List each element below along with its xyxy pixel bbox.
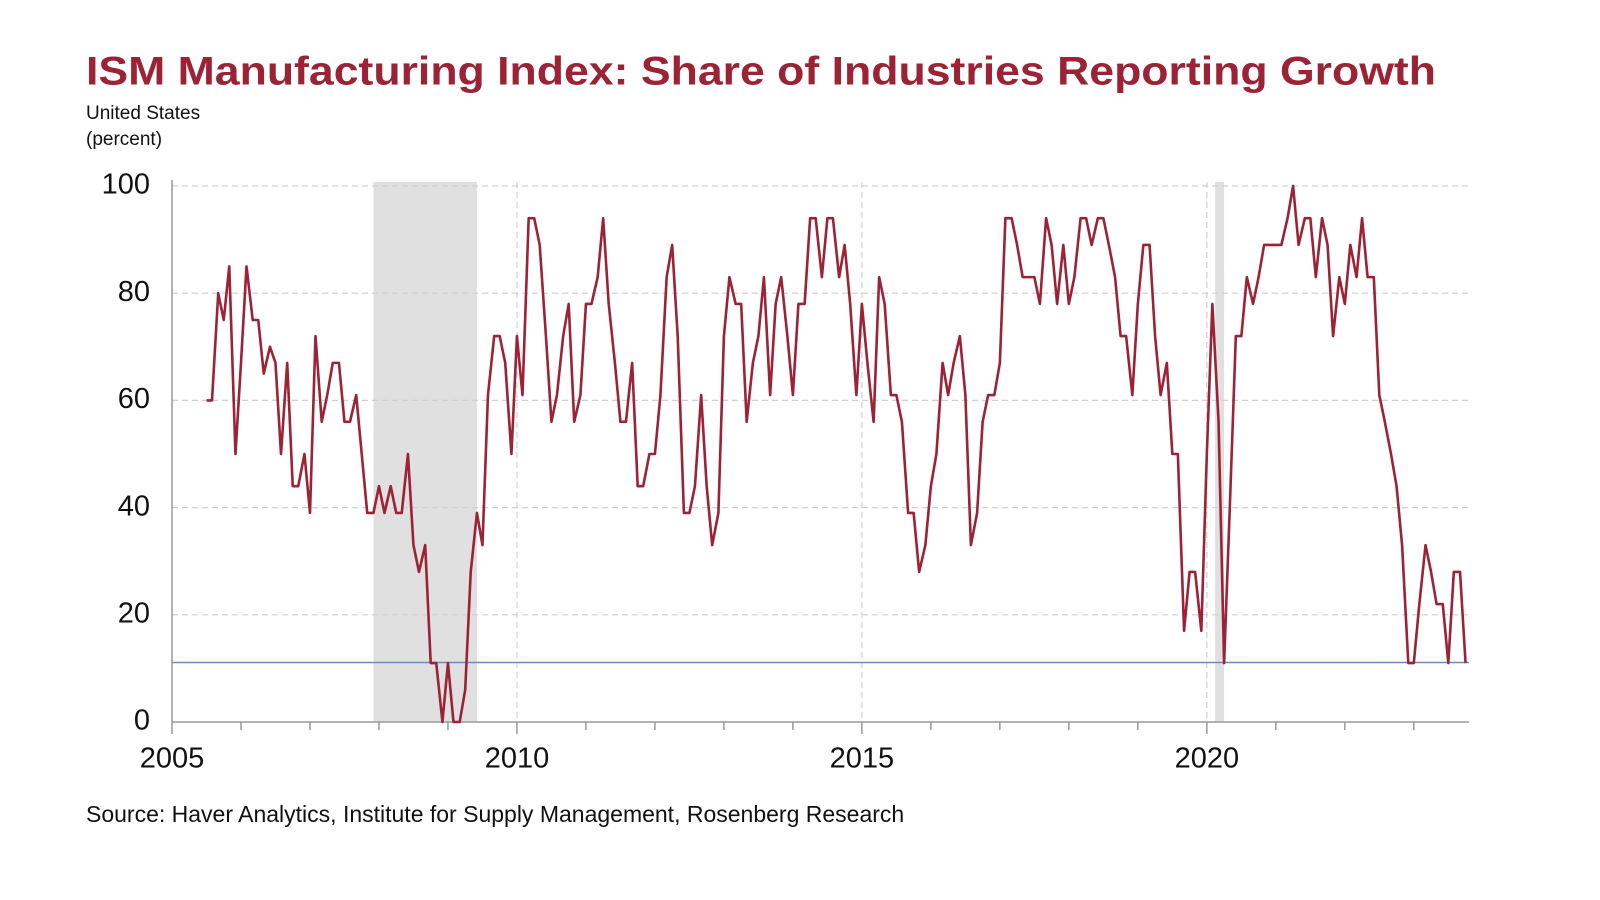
- shaded-period: [373, 182, 477, 722]
- x-tick-label: 2005: [140, 743, 205, 775]
- y-tick-label: 80: [118, 276, 150, 308]
- subtitle: United States: [86, 103, 200, 124]
- x-tick-label: 2020: [1175, 743, 1240, 775]
- source: Source: Haver Analytics, Institute for S…: [86, 801, 904, 827]
- y-tick-label: 20: [118, 597, 150, 629]
- y-tick-label: 60: [118, 383, 150, 415]
- y-tick-label: 100: [102, 169, 150, 201]
- x-tick-label: 2015: [830, 743, 895, 775]
- y-tick-label: 0: [134, 705, 150, 737]
- line-series: [206, 184, 1467, 724]
- y-axis-label: (percent): [86, 129, 162, 150]
- chart-title: ISM Manufacturing Index: Share of Indust…: [86, 50, 1436, 94]
- x-tick-label: 2010: [485, 743, 550, 775]
- y-tick-label: 40: [118, 490, 150, 522]
